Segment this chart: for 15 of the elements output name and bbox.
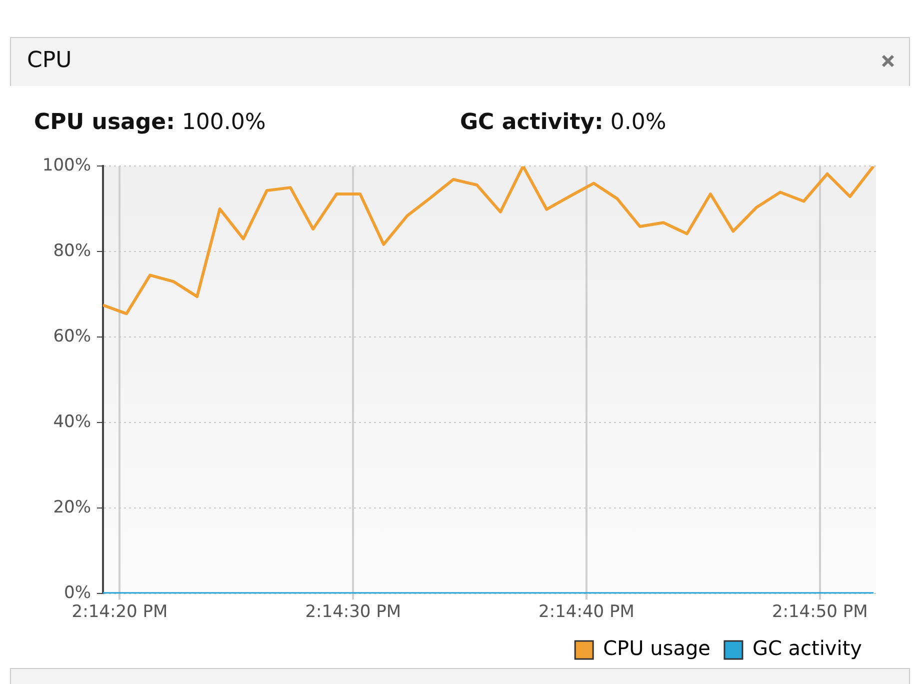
y-tick-label: 40%	[53, 412, 91, 432]
x-tick-label: 2:14:30 PM	[305, 602, 402, 622]
x-tick-label: 2:14:20 PM	[72, 602, 168, 622]
y-tick-label: 80%	[53, 241, 91, 262]
chart-title: CPU	[27, 48, 72, 73]
x-tick-label: 2:14:40 PM	[538, 602, 634, 622]
legend-label: CPU usage	[603, 636, 710, 660]
y-tick-label: 20%	[53, 498, 91, 518]
y-tick-label: 100%	[42, 156, 91, 176]
y-tick-label: 60%	[53, 326, 91, 347]
text: GC activity: 0.0%	[460, 110, 666, 135]
legend-label: GC activity	[752, 636, 862, 660]
x-tick-label: 2:14:50 PM	[772, 602, 868, 622]
text: CPU usage: 100.0%	[34, 110, 266, 135]
y-tick-label: 0%	[64, 583, 91, 604]
